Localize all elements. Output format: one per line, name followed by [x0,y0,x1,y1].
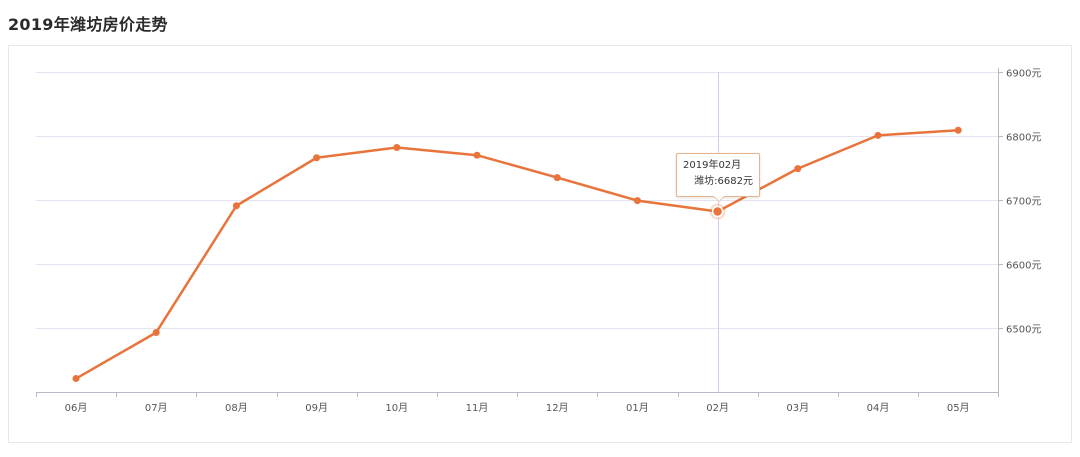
tooltip-title: 2019年02月 [683,160,742,171]
data-point [313,154,321,162]
data-point [954,126,962,134]
x-tick-label: 12月 [546,402,569,414]
page-title: 2019年潍坊房价走势 [8,15,168,34]
y-tick-label: 6800元 [1006,133,1041,144]
data-point [393,144,401,152]
grid-lines [36,72,998,329]
data-point [874,131,882,139]
data-point [553,174,561,182]
y-tick-label: 6500元 [1006,325,1041,336]
x-tick-label: 09月 [305,402,328,414]
x-tick-label: 06月 [65,402,88,414]
tooltip-value: 潍坊:6682元 [694,176,753,187]
axes [36,68,1003,397]
x-tick-label: 08月 [225,402,248,414]
x-tick-label: 01月 [626,402,649,414]
x-tick-label: 11月 [466,402,489,414]
series [72,126,962,383]
y-tick-label: 6600元 [1006,261,1041,272]
data-point [473,151,481,159]
x-tick-label: 04月 [867,402,890,414]
series-line [74,128,960,380]
x-tick-label: 03月 [786,402,809,414]
data-point [794,165,802,173]
x-tick-label: 07月 [145,402,168,414]
x-tick-label: 02月 [706,402,729,414]
x-tick-label: 05月 [947,402,970,414]
data-tooltip: 2019年02月 潍坊:6682元 [676,153,760,202]
data-point [152,328,160,336]
tooltip-arrow-inner [714,196,724,201]
data-point [232,202,240,210]
y-tick-label: 6900元 [1006,69,1041,80]
x-tick-label: 10月 [385,402,408,414]
y-tick-label: 6700元 [1006,197,1041,208]
data-point [633,197,641,205]
data-point [72,375,80,383]
y-axis-ticks: 6500元 6600元 6700元 6800元 6900元 [1006,69,1041,336]
x-axis-ticks: 06月 07月 08月 09月 10月 11月 12月 01月 02月 03月 04月 05月 [65,402,970,414]
chart-panel [8,45,1072,443]
highlight-point [711,205,724,218]
